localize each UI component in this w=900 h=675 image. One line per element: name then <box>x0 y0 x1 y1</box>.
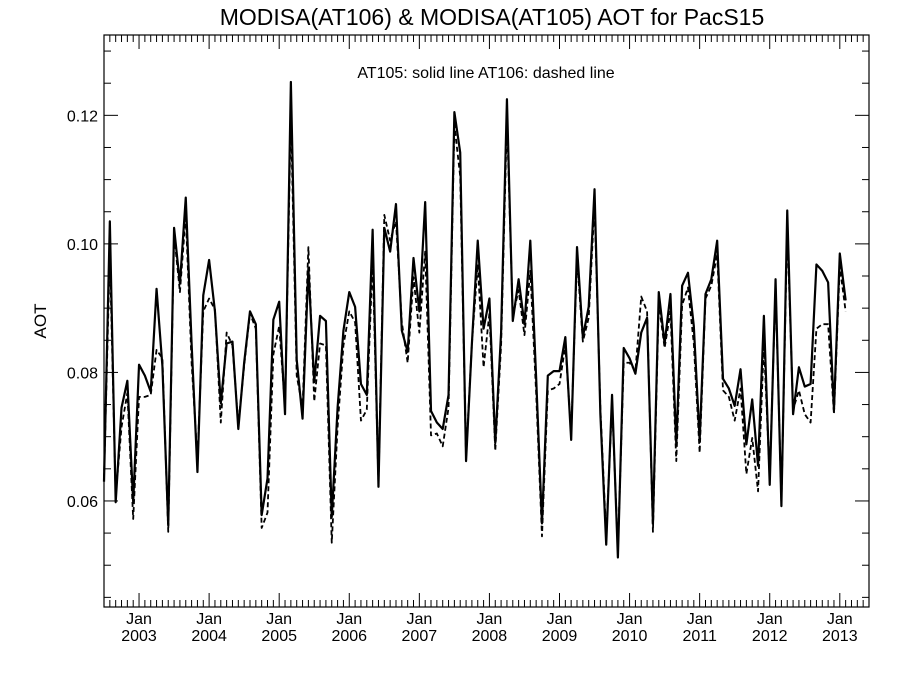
x-tick-month-label: Jan <box>266 611 292 628</box>
x-axis-tick-labels: Jan2003Jan2004Jan2005Jan2006Jan2007Jan20… <box>121 611 857 645</box>
series-layer <box>102 80 847 559</box>
y-axis-label: AOT <box>31 304 50 339</box>
x-tick-year-label: 2004 <box>191 628 227 645</box>
y-tick-label: 0.08 <box>67 365 98 382</box>
x-tick-year-label: 2013 <box>822 628 858 645</box>
y-tick-label: 0.06 <box>67 494 98 511</box>
x-tick-year-label: 2011 <box>682 628 717 645</box>
series-legend-annotation: AT105: solid line AT106: dashed line <box>357 65 614 82</box>
chart-title: MODISA(AT106) & MODISA(AT105) AOT for Pa… <box>220 4 765 30</box>
x-tick-month-label: Jan <box>827 611 853 628</box>
y-tick-label: 0.12 <box>67 108 98 125</box>
x-tick-year-label: 2003 <box>121 628 157 645</box>
x-tick-month-label: Jan <box>477 611 503 628</box>
x-tick-month-label: Jan <box>406 611 432 628</box>
axis-ticks <box>103 35 870 607</box>
x-tick-month-label: Jan <box>687 611 713 628</box>
x-tick-year-label: 2010 <box>612 628 648 645</box>
x-tick-year-label: 2009 <box>542 628 578 645</box>
x-tick-year-label: 2007 <box>402 628 438 645</box>
x-tick-month-label: Jan <box>336 611 362 628</box>
x-tick-month-label: Jan <box>547 611 573 628</box>
x-tick-year-label: 2005 <box>261 628 297 645</box>
x-tick-month-label: Jan <box>126 611 152 628</box>
y-tick-label: 0.10 <box>67 237 98 254</box>
x-tick-month-label: Jan <box>617 611 643 628</box>
x-tick-year-label: 2006 <box>331 628 367 645</box>
x-tick-month-label: Jan <box>196 611 222 628</box>
x-tick-year-label: 2012 <box>752 628 788 645</box>
x-tick-month-label: Jan <box>757 611 783 628</box>
x-tick-year-label: 2008 <box>472 628 508 645</box>
series-line-at106 <box>103 113 847 551</box>
y-axis-tick-labels: 0.06 0.08 0.10 0.12 <box>67 108 98 511</box>
plot-area-frame <box>103 34 870 608</box>
